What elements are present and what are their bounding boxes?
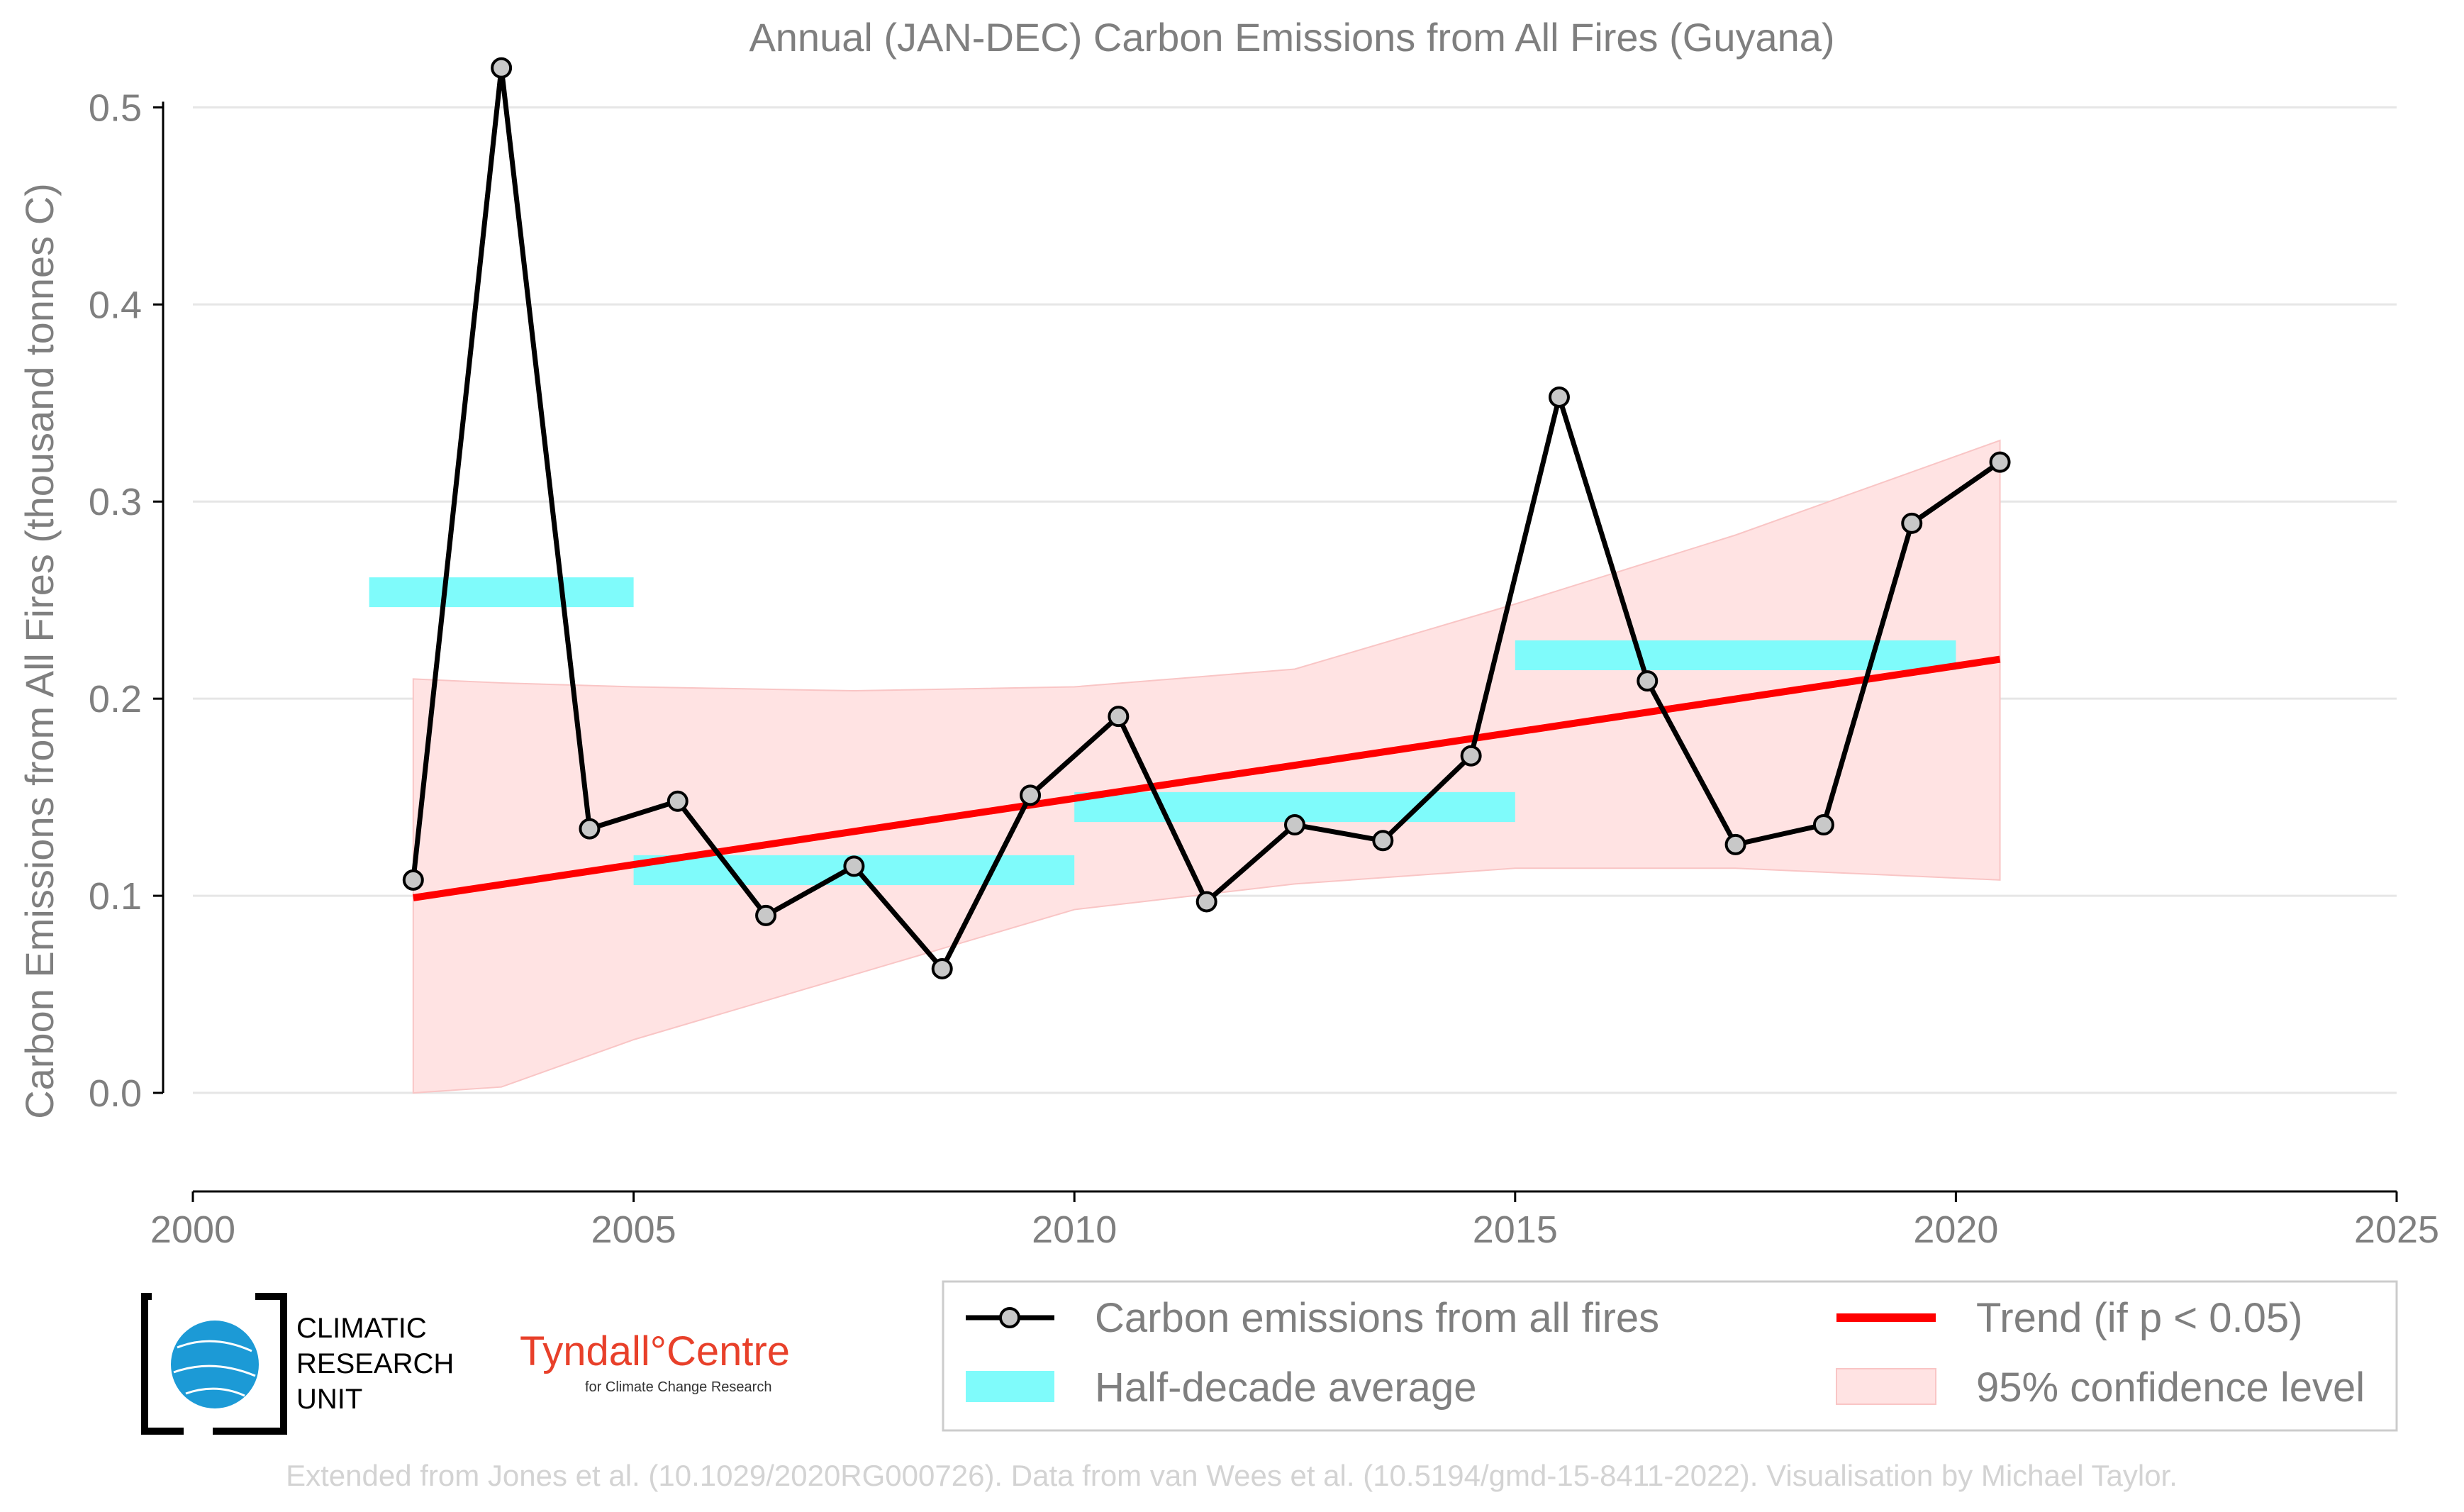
emissions-point bbox=[1460, 745, 1482, 767]
emissions-point bbox=[1812, 814, 1834, 836]
globe-icon bbox=[171, 1321, 259, 1408]
legend-box bbox=[942, 1280, 2398, 1432]
y-tick-label: 0.3 bbox=[89, 481, 142, 523]
emissions-point bbox=[1989, 451, 2011, 473]
legend: Carbon emissions from all fires Half-dec… bbox=[942, 1280, 2398, 1432]
tyndall-logo: Tyndall°Centre for Climate Change Resear… bbox=[520, 1328, 790, 1395]
emissions-point bbox=[402, 869, 424, 891]
emissions-point bbox=[1372, 830, 1394, 852]
cru-line-1: CLIMATIC bbox=[296, 1313, 427, 1344]
cru-line-2: RESEARCH bbox=[296, 1348, 454, 1379]
trend-line bbox=[413, 655, 2001, 901]
emissions-point bbox=[1284, 814, 1305, 836]
legend-label-trend: Trend (if p < 0.05) bbox=[1976, 1295, 2302, 1341]
x-tick-label: 2005 bbox=[591, 1208, 676, 1251]
legend-ci-swatch bbox=[1836, 1368, 1936, 1405]
emissions-series bbox=[402, 57, 2011, 979]
y-tick-label: 0.4 bbox=[89, 284, 142, 326]
emissions-point bbox=[667, 790, 689, 812]
emissions-point bbox=[579, 818, 601, 840]
emissions-point bbox=[491, 57, 513, 79]
emissions-point bbox=[1195, 891, 1217, 913]
globe-lines-icon bbox=[173, 1340, 256, 1397]
axes: 0.0 0.1 0.2 0.3 0.4 0.5 2000 2005 2010 2015 2020 20… bbox=[89, 87, 2439, 1251]
x-tick-label: 2020 bbox=[1913, 1208, 1998, 1251]
emissions-point bbox=[1901, 512, 1923, 534]
emissions-point bbox=[1637, 670, 1659, 692]
cru-bracket-left bbox=[141, 1293, 184, 1435]
emissions-point bbox=[1020, 784, 1042, 806]
tyndall-sub-text: for Climate Change Research bbox=[585, 1379, 771, 1395]
y-tick-label: 0.2 bbox=[89, 678, 142, 721]
y-tick-label: 0.1 bbox=[89, 875, 142, 918]
legend-half-decade-swatch bbox=[966, 1371, 1054, 1402]
half-decade-bar bbox=[369, 577, 634, 608]
tyndall-main-text: Tyndall°Centre bbox=[520, 1328, 790, 1374]
y-tick-label: 0.5 bbox=[89, 87, 142, 129]
emissions-point bbox=[1724, 833, 1746, 855]
emissions-point bbox=[843, 855, 865, 877]
y-tick-label: 0.0 bbox=[89, 1072, 142, 1115]
x-tick-label: 2000 bbox=[150, 1208, 235, 1251]
chart-title: Annual (JAN-DEC) Carbon Emissions from A… bbox=[749, 15, 1834, 60]
legend-label-ci: 95% confidence level bbox=[1976, 1364, 2365, 1411]
emissions-point bbox=[755, 904, 777, 926]
legend-label-emissions: Carbon emissions from all fires bbox=[1095, 1295, 1659, 1341]
emissions-point bbox=[1548, 386, 1570, 408]
trend-line-group bbox=[413, 655, 2001, 901]
x-tick-label: 2015 bbox=[1473, 1208, 1558, 1251]
emissions-point bbox=[1108, 706, 1130, 728]
legend-label-half-decade: Half-decade average bbox=[1095, 1364, 1476, 1411]
confidence-band-area bbox=[412, 439, 2001, 1094]
credit-text: Extended from Jones et al. (10.1029/2020… bbox=[286, 1459, 2178, 1492]
confidence-band bbox=[412, 439, 2001, 1094]
x-tick-label: 2010 bbox=[1032, 1208, 1117, 1251]
y-axis-label: Carbon Emissions from All Fires (thousan… bbox=[17, 183, 62, 1119]
half-decade-bar bbox=[1515, 640, 1956, 671]
legend-marker-swatch bbox=[999, 1307, 1020, 1328]
x-tick-label: 2025 bbox=[2354, 1208, 2439, 1251]
cru-bracket-right bbox=[213, 1293, 287, 1435]
cru-logo: CLIMATIC RESEARCH UNIT bbox=[141, 1293, 454, 1435]
emissions-point bbox=[931, 957, 953, 979]
cru-line-3: UNIT bbox=[296, 1384, 362, 1415]
